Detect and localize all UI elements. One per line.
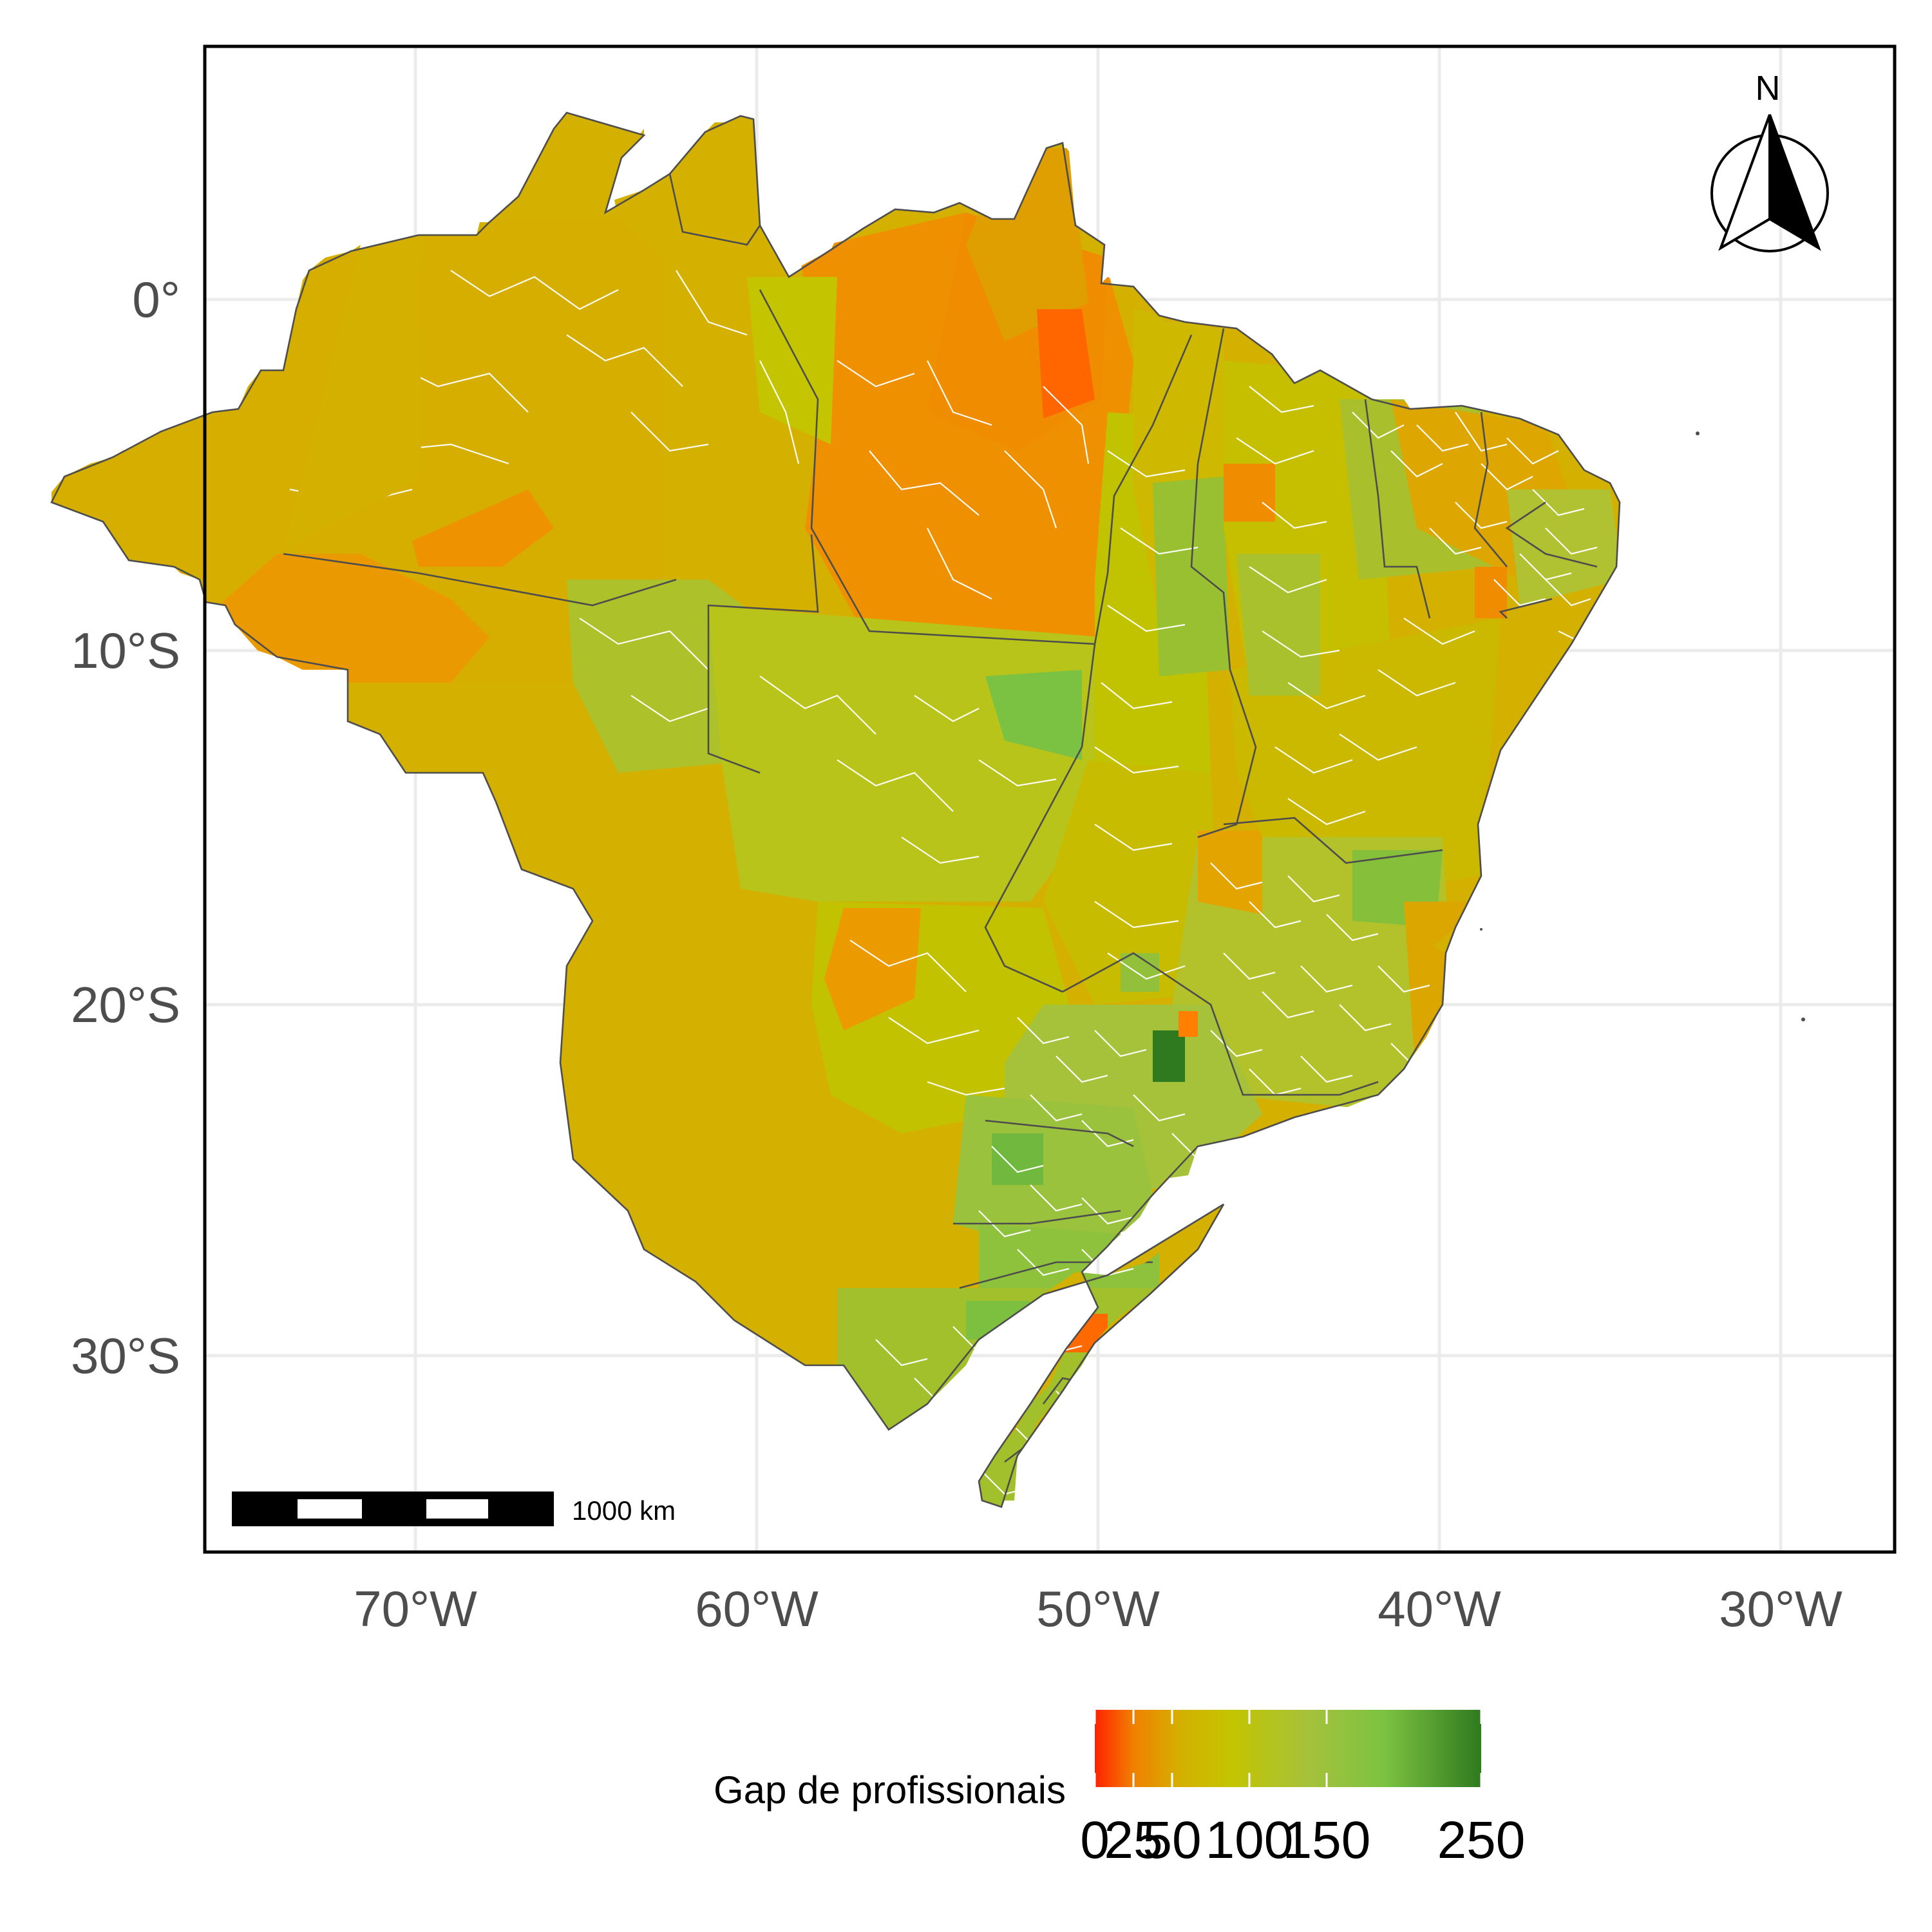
x-axis: 70°W 60°W 50°W 40°W 30°W <box>354 1580 1842 1637</box>
x-tick-label: 40°W <box>1378 1580 1501 1637</box>
region-parana-green <box>992 1133 1043 1185</box>
region-bahia-west <box>1236 554 1320 696</box>
island-trindade <box>1801 1018 1805 1021</box>
region-amazonas-south <box>412 489 554 567</box>
region-minas-nw <box>1198 837 1262 914</box>
y-tick-label: 0° <box>132 271 180 328</box>
y-axis: 0° 10°S 20°S 30°S <box>71 271 180 1384</box>
scale-bar-segment <box>298 1499 362 1519</box>
x-tick-label: 60°W <box>695 1580 819 1637</box>
region-sp-north <box>1121 953 1159 992</box>
region-mt-green <box>985 670 1082 760</box>
scale-bar-segment <box>298 1519 362 1525</box>
legend-tick-label: 50 <box>1142 1811 1201 1870</box>
region-mato-grosso <box>708 605 1108 902</box>
region-maranhao-green <box>1153 477 1230 676</box>
legend-tick-label: 150 <box>1283 1811 1371 1870</box>
region-roraima-south <box>747 277 837 444</box>
north-arrow: N <box>1710 69 1829 252</box>
x-tick-label: 50°W <box>1036 1580 1160 1637</box>
y-tick-label: 30°S <box>71 1327 180 1384</box>
region-acre <box>219 554 489 683</box>
region-pe-orange <box>1475 567 1507 618</box>
legend-tick-label: 250 <box>1437 1811 1526 1870</box>
y-tick-label: 10°S <box>71 622 180 679</box>
region-sp-darkgreen <box>1153 1030 1185 1082</box>
island-abrolhos <box>1480 928 1482 931</box>
x-tick-label: 70°W <box>354 1580 477 1637</box>
region-piaui-orange <box>1224 464 1275 522</box>
country-outline <box>50 111 1621 1508</box>
region-hotspot-amapa <box>1037 309 1095 419</box>
scale-bar-segment <box>298 1493 362 1499</box>
scale-bar-segment <box>426 1499 488 1519</box>
island-rocas <box>1696 431 1700 435</box>
legend-title: Gap de profissionais <box>714 1768 1066 1812</box>
panel-border <box>203 44 1897 1554</box>
y-tick-label: 20°S <box>71 976 180 1033</box>
scale-bar: 1000 km <box>232 1492 676 1526</box>
scale-bar-segment <box>426 1493 488 1499</box>
scale-bar-segment <box>362 1493 426 1525</box>
scale-bar-segment <box>233 1493 298 1525</box>
scale-bar-segment <box>488 1493 553 1525</box>
legend-tick-label: 0 <box>1080 1811 1110 1870</box>
legend-colorbar <box>1095 1710 1481 1787</box>
legend-tick-label: 25 <box>1104 1811 1162 1870</box>
north-arrow-right-half <box>1768 114 1821 251</box>
scale-bar-label: 1000 km <box>572 1495 676 1526</box>
north-label: N <box>1756 69 1781 108</box>
legend-tick-label: 100 <box>1206 1811 1294 1870</box>
scale-bar-segment <box>426 1519 488 1525</box>
x-tick-label: 30°W <box>1719 1580 1842 1637</box>
region-ms-orange <box>824 908 921 1030</box>
region-sp-orange <box>1179 1011 1198 1037</box>
legend-tick-marks <box>1094 1710 1482 1787</box>
region-goias <box>1043 760 1224 1005</box>
